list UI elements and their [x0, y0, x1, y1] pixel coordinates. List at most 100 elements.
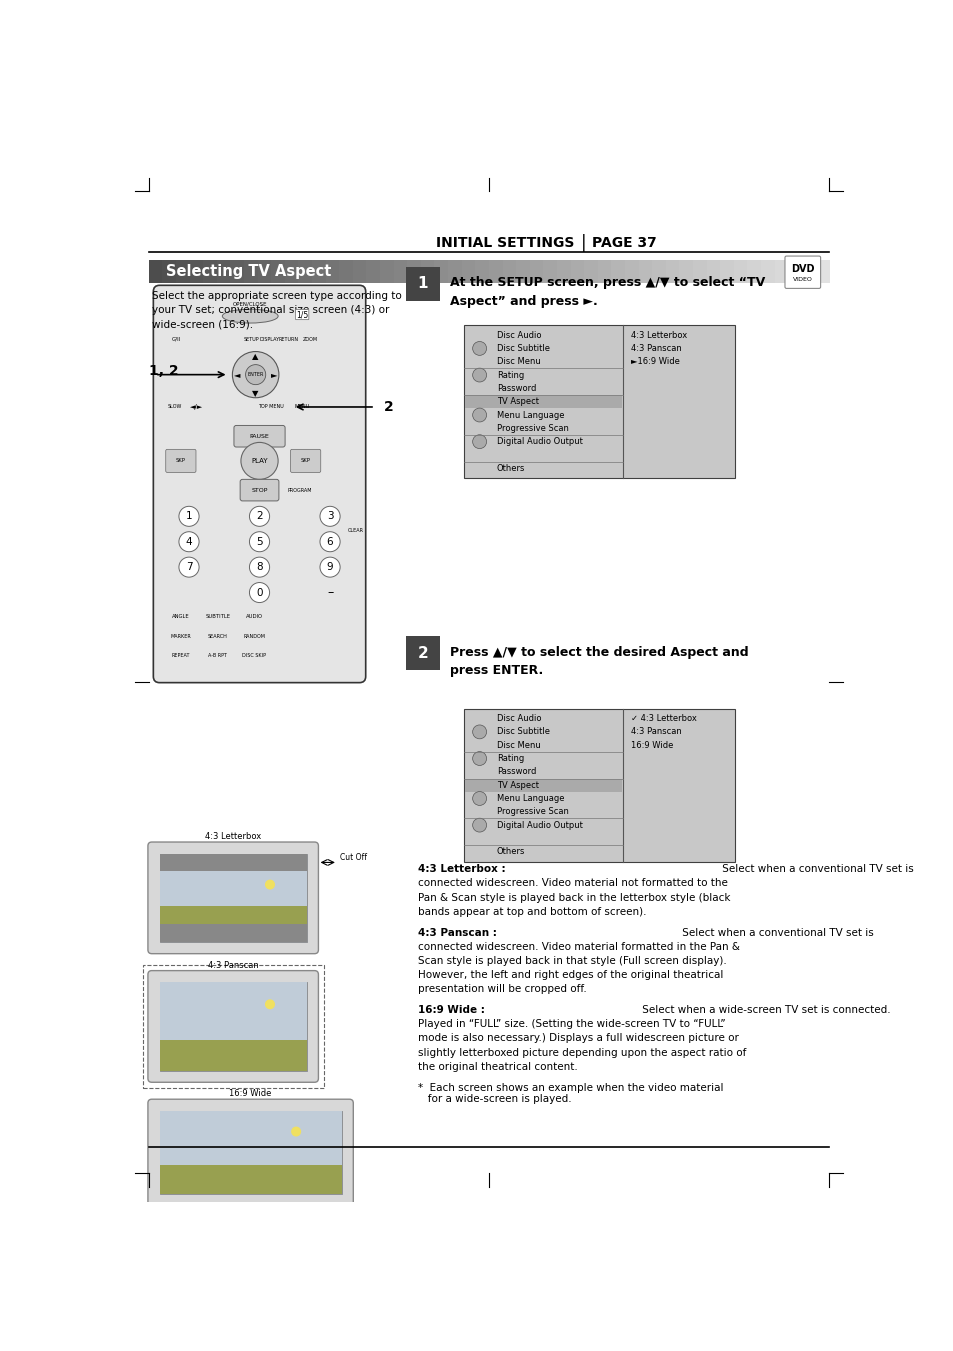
- Circle shape: [265, 880, 274, 889]
- Text: 1: 1: [186, 511, 193, 521]
- FancyBboxPatch shape: [394, 259, 407, 282]
- Text: Disc Audio: Disc Audio: [497, 331, 540, 339]
- Circle shape: [265, 1000, 274, 1009]
- FancyBboxPatch shape: [159, 1040, 307, 1071]
- Circle shape: [291, 1127, 301, 1136]
- FancyBboxPatch shape: [516, 259, 530, 282]
- FancyBboxPatch shape: [148, 842, 318, 954]
- FancyBboxPatch shape: [166, 450, 195, 473]
- Circle shape: [472, 819, 486, 832]
- Text: 4:3 Panscan: 4:3 Panscan: [630, 727, 680, 736]
- Text: 1: 1: [417, 277, 428, 292]
- Text: slightly letterboxed picture depending upon the aspect ratio of: slightly letterboxed picture depending u…: [417, 1047, 745, 1058]
- Text: ANGLE: ANGLE: [172, 613, 190, 619]
- FancyBboxPatch shape: [611, 259, 625, 282]
- FancyBboxPatch shape: [784, 257, 820, 288]
- Circle shape: [472, 792, 486, 805]
- Text: AUDIO: AUDIO: [245, 613, 262, 619]
- Text: Played in “FULL” size. (Setting the wide-screen TV to “FULL”: Played in “FULL” size. (Setting the wide…: [417, 1020, 724, 1029]
- FancyBboxPatch shape: [733, 259, 747, 282]
- Text: Disc Menu: Disc Menu: [497, 740, 539, 750]
- Text: press ENTER.: press ENTER.: [450, 665, 543, 677]
- FancyBboxPatch shape: [583, 259, 598, 282]
- Text: SUBTITLE: SUBTITLE: [205, 613, 230, 619]
- FancyBboxPatch shape: [159, 982, 307, 1040]
- Text: DVD: DVD: [790, 263, 814, 274]
- FancyBboxPatch shape: [291, 450, 320, 473]
- Text: OPEN/CLOSE: OPEN/CLOSE: [233, 301, 267, 307]
- Text: At the SETUP screen, press ▲/▼ to select “TV: At the SETUP screen, press ▲/▼ to select…: [450, 276, 764, 289]
- FancyBboxPatch shape: [420, 259, 435, 282]
- Circle shape: [179, 557, 199, 577]
- Text: MENU: MENU: [294, 404, 310, 409]
- Circle shape: [472, 408, 486, 422]
- FancyBboxPatch shape: [570, 259, 584, 282]
- Text: MARKER: MARKER: [171, 634, 192, 639]
- Circle shape: [179, 532, 199, 551]
- Text: SKP: SKP: [300, 458, 311, 463]
- FancyBboxPatch shape: [406, 636, 439, 670]
- Text: Disc Subtitle: Disc Subtitle: [497, 345, 549, 353]
- FancyBboxPatch shape: [325, 259, 339, 282]
- Circle shape: [249, 557, 270, 577]
- Text: Rating: Rating: [497, 370, 523, 380]
- Text: SLOW: SLOW: [168, 404, 182, 409]
- Text: CLEAR: CLEAR: [347, 528, 363, 532]
- Text: the original theatrical content.: the original theatrical content.: [417, 1062, 577, 1071]
- Text: –: –: [327, 586, 333, 598]
- Text: Scan style is played back in that style (Full screen display).: Scan style is played back in that style …: [417, 957, 725, 966]
- Text: 1/5: 1/5: [295, 311, 308, 319]
- Text: 0: 0: [256, 588, 262, 597]
- Text: Disc Menu: Disc Menu: [497, 357, 539, 366]
- Text: Select when a wide-screen TV set is connected.: Select when a wide-screen TV set is conn…: [638, 1005, 889, 1015]
- FancyBboxPatch shape: [271, 259, 285, 282]
- FancyBboxPatch shape: [366, 259, 380, 282]
- FancyBboxPatch shape: [159, 854, 307, 942]
- Text: Others: Others: [497, 847, 524, 857]
- Text: Selecting TV Aspect: Selecting TV Aspect: [166, 263, 331, 278]
- Circle shape: [319, 557, 340, 577]
- FancyBboxPatch shape: [464, 326, 735, 478]
- Text: Menu Language: Menu Language: [497, 411, 563, 420]
- FancyBboxPatch shape: [149, 259, 163, 282]
- FancyBboxPatch shape: [162, 259, 176, 282]
- Text: Select when a conventional TV set is: Select when a conventional TV set is: [719, 865, 913, 874]
- FancyBboxPatch shape: [760, 259, 774, 282]
- Circle shape: [319, 532, 340, 551]
- Text: 3: 3: [326, 511, 333, 521]
- FancyBboxPatch shape: [312, 259, 326, 282]
- Text: 1, 2: 1, 2: [149, 363, 178, 378]
- Text: Others: Others: [497, 463, 524, 473]
- FancyBboxPatch shape: [543, 259, 557, 282]
- FancyBboxPatch shape: [203, 259, 217, 282]
- FancyBboxPatch shape: [244, 259, 257, 282]
- FancyBboxPatch shape: [353, 259, 367, 282]
- Ellipse shape: [222, 309, 278, 323]
- FancyBboxPatch shape: [787, 259, 801, 282]
- Text: 4:3 Letterbox :: 4:3 Letterbox :: [417, 865, 505, 874]
- Circle shape: [245, 365, 266, 385]
- FancyBboxPatch shape: [801, 259, 815, 282]
- Circle shape: [472, 367, 486, 382]
- Text: Disc Audio: Disc Audio: [497, 715, 540, 723]
- Text: mode is also necessary.) Displays a full widescreen picture or: mode is also necessary.) Displays a full…: [417, 1034, 738, 1043]
- Text: ENTER: ENTER: [247, 372, 264, 377]
- FancyBboxPatch shape: [464, 778, 621, 792]
- FancyBboxPatch shape: [379, 259, 394, 282]
- FancyBboxPatch shape: [240, 480, 278, 501]
- Text: ZOOM: ZOOM: [302, 336, 317, 342]
- Circle shape: [472, 751, 486, 766]
- Text: VIDEO: VIDEO: [792, 277, 812, 282]
- FancyBboxPatch shape: [638, 259, 652, 282]
- FancyBboxPatch shape: [529, 259, 543, 282]
- Text: SKP: SKP: [175, 458, 186, 463]
- Text: |: |: [580, 234, 586, 253]
- Text: STOP: STOP: [251, 488, 268, 493]
- Circle shape: [319, 507, 340, 527]
- FancyBboxPatch shape: [407, 259, 421, 282]
- FancyBboxPatch shape: [652, 259, 665, 282]
- FancyBboxPatch shape: [148, 970, 318, 1082]
- FancyBboxPatch shape: [815, 259, 829, 282]
- Text: Progressive Scan: Progressive Scan: [497, 808, 568, 816]
- Text: Cut Off: Cut Off: [340, 852, 367, 862]
